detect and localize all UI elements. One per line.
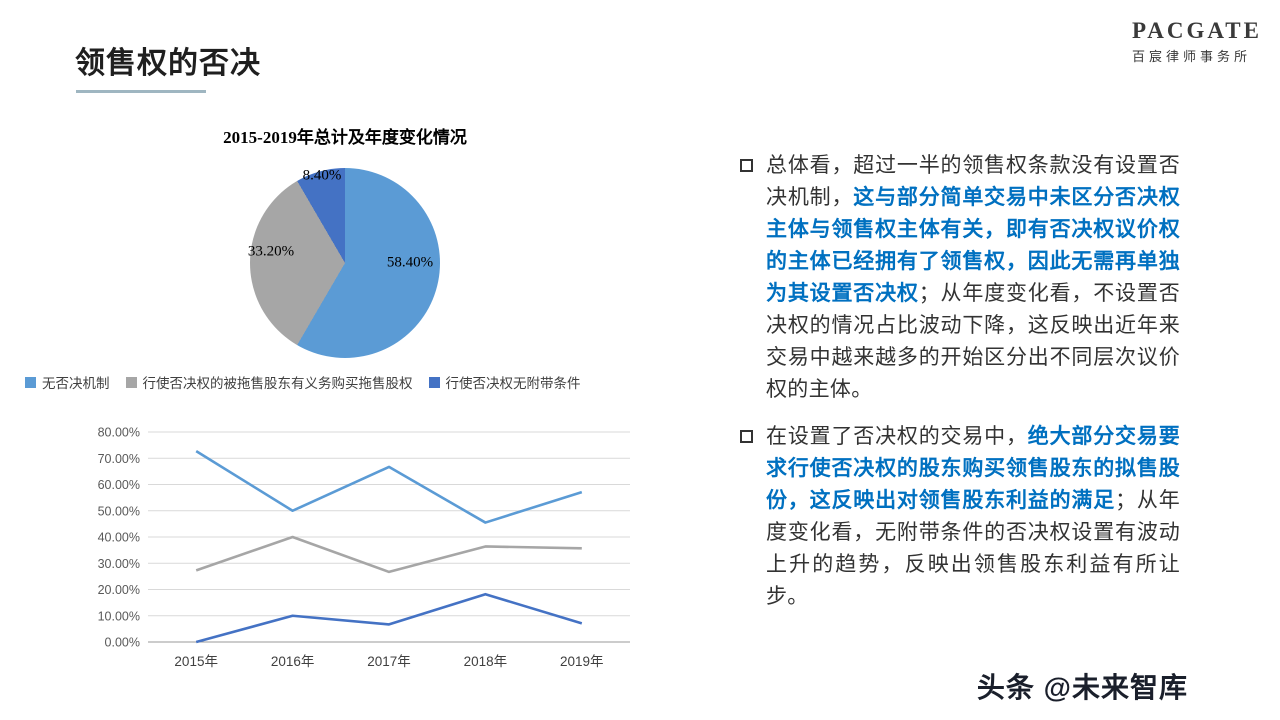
y-tick-label: 10.00% bbox=[98, 609, 140, 623]
legend-item: 行使否决权的被拖售股东有义务购买拖售股权 bbox=[125, 372, 413, 392]
y-tick-label: 0.00% bbox=[105, 636, 140, 650]
pie-chart bbox=[250, 168, 440, 358]
legend-item: 行使否决权无附带条件 bbox=[428, 372, 581, 392]
y-tick-label: 60.00% bbox=[98, 478, 140, 492]
bullet-square-icon bbox=[740, 159, 753, 172]
x-tick-label: 2019年 bbox=[560, 654, 604, 669]
logo: PACGATE 百宸律师事务所 bbox=[1132, 18, 1262, 65]
logo-subtitle: 百宸律师事务所 bbox=[1131, 49, 1251, 64]
bullet-list: 总体看，超过一半的领售权条款没有设置否决机制，这与部分简单交易中未区分否决权主体… bbox=[740, 150, 1180, 613]
line-series bbox=[195, 535, 582, 574]
x-tick-label: 2015年 bbox=[174, 654, 218, 669]
logo-wordmark: PACGATE bbox=[1131, 18, 1262, 43]
bullet-item: 总体看，超过一半的领售权条款没有设置否决机制，这与部分简单交易中未区分否决权主体… bbox=[740, 150, 1180, 406]
x-tick-label: 2017年 bbox=[367, 654, 411, 669]
line-chart-svg: 0.00% 10.00% 20.00% 30.00% 40.00% 50.00% 60.00… bbox=[98, 426, 630, 669]
legend-swatch-icon bbox=[25, 376, 36, 388]
x-tick-label: 2018年 bbox=[464, 654, 508, 669]
legend-label: 行使否决权无附带条件 bbox=[445, 376, 581, 391]
page-title: 领售权的否决 bbox=[75, 47, 261, 80]
y-tick-label: 50.00% bbox=[98, 504, 140, 518]
text-segment: 在设置了否决权的交易中， bbox=[766, 425, 1028, 448]
pie-chart-area: 58.40% 33.20% 8.40% bbox=[210, 158, 490, 378]
text-segment: 绝大部分交易要求行使否决权的股东购买领售股东的拟售股份，这反映出对领售股东利益的… bbox=[766, 425, 1180, 512]
chart-legend: 无否决机制 行使否决权的被拖售股东有义务购买拖售股权 行使否决权无附带条件 bbox=[25, 372, 685, 392]
pie-slice-label: 58.40% bbox=[386, 254, 434, 271]
legend-swatch-icon bbox=[428, 376, 440, 388]
x-tick-label: 2016年 bbox=[271, 654, 315, 669]
bullet-item: 在设置了否决权的交易中，绝大部分交易要求行使否决权的股东购买领售股东的拟售股份，… bbox=[740, 421, 1180, 613]
text-segment: ；从年度变化看，不设置否决权的情况占比波动下降，这反映出近年来交易中越来越多的开… bbox=[766, 282, 1180, 401]
y-tick-label: 30.00% bbox=[98, 557, 140, 571]
bullet-text: 在设置了否决权的交易中，绝大部分交易要求行使否决权的股东购买领售股东的拟售股份，… bbox=[766, 421, 1180, 613]
bullet-text: 总体看，超过一半的领售权条款没有设置否决机制，这与部分简单交易中未区分否决权主体… bbox=[766, 150, 1180, 406]
chart-title: 2015-2019年总计及年度变化情况 bbox=[223, 128, 467, 147]
line-series bbox=[195, 450, 583, 524]
legend-item: 无否决机制 bbox=[25, 372, 110, 392]
title-underline bbox=[76, 90, 206, 93]
pie-slice-label: 33.20% bbox=[247, 243, 295, 260]
text-segment: 总体看，超过一半的领售权条款没有设置否决机制， bbox=[766, 154, 1180, 209]
text-segment: ；从年度变化看，无附带条件的否决权设置有波动上升的趋势，反映出领售股东利益有所让… bbox=[766, 489, 1180, 608]
legend-swatch-icon bbox=[125, 376, 137, 388]
watermark: 头条 @未来智库 bbox=[976, 672, 1188, 703]
y-tick-label: 70.00% bbox=[98, 452, 140, 466]
line-series bbox=[195, 592, 583, 644]
y-tick-label: 40.00% bbox=[98, 531, 140, 545]
legend-label: 行使否决权的被拖售股东有义务购买拖售股权 bbox=[142, 376, 413, 391]
pie-slice-label: 8.40% bbox=[302, 167, 342, 184]
legend-label: 无否决机制 bbox=[42, 376, 110, 391]
bullet-square-icon bbox=[740, 430, 753, 443]
y-tick-label: 80.00% bbox=[98, 426, 140, 440]
y-tick-label: 20.00% bbox=[98, 583, 140, 597]
text-segment: 这与部分简单交易中未区分否决权主体与领售权主体有关，即有否决权议价权的主体已经拥… bbox=[766, 186, 1180, 305]
